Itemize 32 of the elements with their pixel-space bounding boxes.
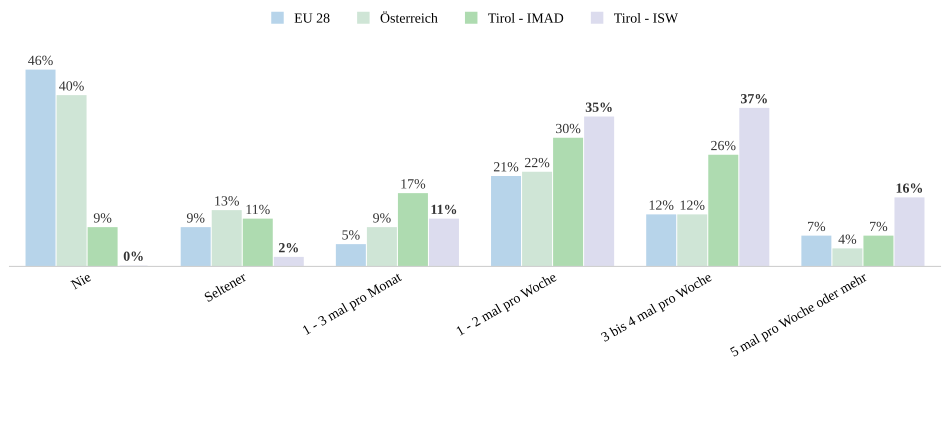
data-label: 26% <box>711 140 736 150</box>
data-label: 9% <box>186 213 204 223</box>
data-label: 30% <box>556 124 580 134</box>
data-label: 5% <box>342 230 360 240</box>
data-label: 7% <box>870 222 888 232</box>
data-label: 12% <box>650 200 674 210</box>
legend-label: Tirol - IMAD <box>488 12 564 23</box>
data-label: 0% <box>124 252 143 261</box>
data-label: 17% <box>401 179 426 189</box>
data-label: 2% <box>278 243 298 252</box>
data-label: 35% <box>586 102 612 112</box>
x-tick-label: 1 - 2 mal pro Woche <box>456 272 558 338</box>
data-label: 16% <box>896 183 922 193</box>
x-tick-label: 3 bis 4 mal pro Woche <box>600 272 714 344</box>
data-label: 4% <box>838 234 856 244</box>
data-label: 12% <box>680 200 704 210</box>
data-label: 37% <box>740 94 767 104</box>
data-label: 21% <box>494 162 518 172</box>
data-label: 9% <box>373 213 391 223</box>
data-label: 9% <box>94 213 112 223</box>
legend-label: Tirol - ISW <box>614 12 678 23</box>
data-label: 7% <box>808 222 826 232</box>
x-tick-label: Nie <box>70 272 92 290</box>
data-label: 22% <box>524 158 550 168</box>
x-tick-label: 5 mal pro Woche oder mehr <box>730 271 870 360</box>
data-label: 46% <box>28 56 53 66</box>
data-label: 40% <box>59 81 84 91</box>
legend-label: EU 28 <box>294 13 330 23</box>
legend-label: Österreich <box>380 11 438 23</box>
data-label: 11% <box>432 204 456 214</box>
data-label: 13% <box>215 196 239 206</box>
data-label: 11% <box>246 204 270 214</box>
